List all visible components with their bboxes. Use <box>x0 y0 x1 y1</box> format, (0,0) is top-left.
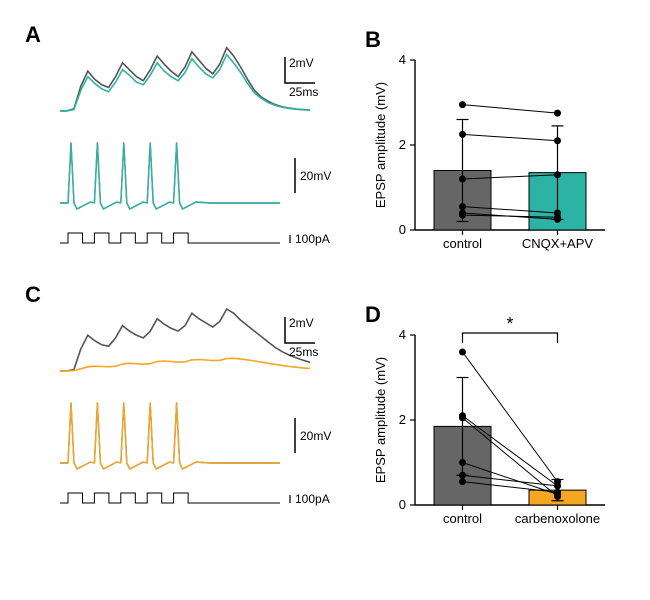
panel-label-A: A <box>25 22 41 47</box>
y-tick-label: 4 <box>399 52 406 67</box>
data-point <box>459 478 466 485</box>
data-point <box>459 101 466 108</box>
data-point <box>459 414 466 421</box>
data-point <box>459 472 466 479</box>
pair-line <box>463 134 558 140</box>
stim-scalebar-label: 100pA <box>295 232 330 246</box>
data-point <box>459 131 466 138</box>
x-tick-label: CNQX+APV <box>522 236 593 251</box>
spike-trace <box>60 143 280 209</box>
data-point <box>459 349 466 356</box>
x-tick-label: control <box>443 511 482 526</box>
stim-scalebar-label: 100pA <box>295 492 330 506</box>
data-point <box>554 489 561 496</box>
spike-trace <box>60 403 280 469</box>
epsp-control-trace <box>60 48 310 111</box>
panel-label-B: B <box>365 27 381 52</box>
y-tick-label: 2 <box>399 412 406 427</box>
y-tick-label: 2 <box>399 137 406 152</box>
panel-label-D: D <box>365 302 381 327</box>
data-point <box>554 110 561 117</box>
significance-bracket <box>463 333 558 343</box>
epsp-treatment-trace <box>60 358 310 371</box>
x-tick-label: control <box>443 236 482 251</box>
scalebar-h-label: 25ms <box>289 85 318 99</box>
data-point <box>459 459 466 466</box>
data-point <box>459 210 466 217</box>
panel-label-C: C <box>25 282 41 307</box>
y-axis-label: EPSP amplitude (mV) <box>373 357 388 483</box>
data-point <box>554 137 561 144</box>
y-tick-label: 4 <box>399 327 406 342</box>
significance-label: * <box>506 314 513 334</box>
data-point <box>554 216 561 223</box>
x-tick-label: carbenoxolone <box>515 511 600 526</box>
spike-trace <box>60 403 280 469</box>
scalebar-h-label: 25ms <box>289 345 318 359</box>
scalebar-v-label: 2mV <box>289 316 314 330</box>
spike-scalebar-label: 20mV <box>300 429 331 443</box>
figure: A 2mV 25ms 20mV 100pA B 0 2 4 EPSP amplitude (mV)… <box>0 0 650 600</box>
stim-trace <box>60 233 280 243</box>
spike-scalebar-label: 20mV <box>300 169 331 183</box>
y-axis-label: EPSP amplitude (mV) <box>373 82 388 208</box>
pair-line <box>463 105 558 114</box>
y-tick-label: 0 <box>399 497 406 512</box>
stim-trace <box>60 493 280 503</box>
data-point <box>459 176 466 183</box>
spike-trace <box>60 143 280 209</box>
data-point <box>459 203 466 210</box>
data-point <box>554 482 561 489</box>
y-tick-label: 0 <box>399 222 406 237</box>
data-point <box>554 171 561 178</box>
scalebar-v-label: 2mV <box>289 56 314 70</box>
